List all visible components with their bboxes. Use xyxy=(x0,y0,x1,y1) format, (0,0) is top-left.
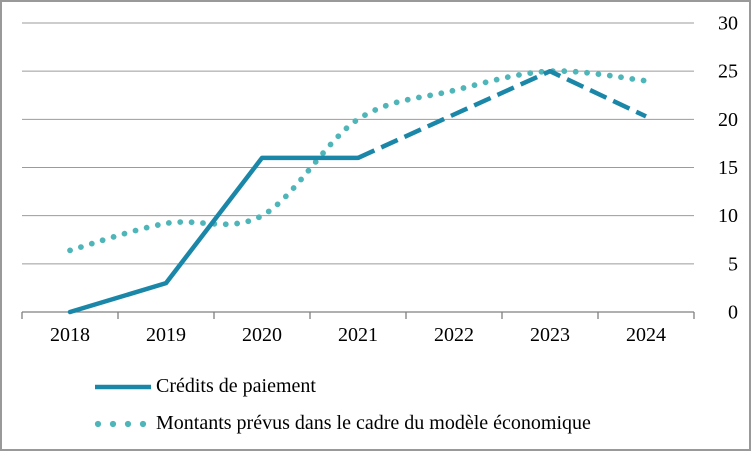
x-axis-label: 2020 xyxy=(242,324,282,346)
series-line-dashed xyxy=(357,68,647,160)
x-axis-label: 2018 xyxy=(50,324,90,346)
y-axis-label: 25 xyxy=(718,61,738,83)
x-axis-label: 2021 xyxy=(338,324,378,346)
x-axis-label: 2022 xyxy=(434,324,474,346)
dotted-line-sample-icon xyxy=(94,420,147,427)
legend-dot xyxy=(94,420,102,427)
y-axis-label: 5 xyxy=(728,253,738,275)
x-axis-label: 2024 xyxy=(626,324,666,346)
legend-item-credits: Crédits de paiement xyxy=(93,368,591,405)
legend-dot xyxy=(109,420,117,427)
y-axis-label: 15 xyxy=(718,157,738,179)
legend-dot xyxy=(124,420,132,427)
legend-label-credits: Crédits de paiement xyxy=(156,375,316,397)
y-axis-label: 0 xyxy=(728,302,738,324)
legend-label-montants: Montants prévus dans le cadre du modèle … xyxy=(156,412,591,434)
legend-item-montants: Montants prévus dans le cadre du modèle … xyxy=(93,405,591,442)
x-axis-label: 2019 xyxy=(146,324,186,346)
y-axis-label: 20 xyxy=(718,109,738,131)
series-line-solid xyxy=(67,155,361,315)
chart-legend: Crédits de paiement Montants prévus dans… xyxy=(93,368,591,442)
y-axis-label: 10 xyxy=(718,205,738,227)
y-axis-label: 30 xyxy=(718,13,738,35)
series-line-dotted xyxy=(67,68,649,254)
legend-dot xyxy=(139,420,147,427)
solid-line-sample-icon xyxy=(95,384,151,389)
x-axis-label: 2023 xyxy=(530,324,570,346)
